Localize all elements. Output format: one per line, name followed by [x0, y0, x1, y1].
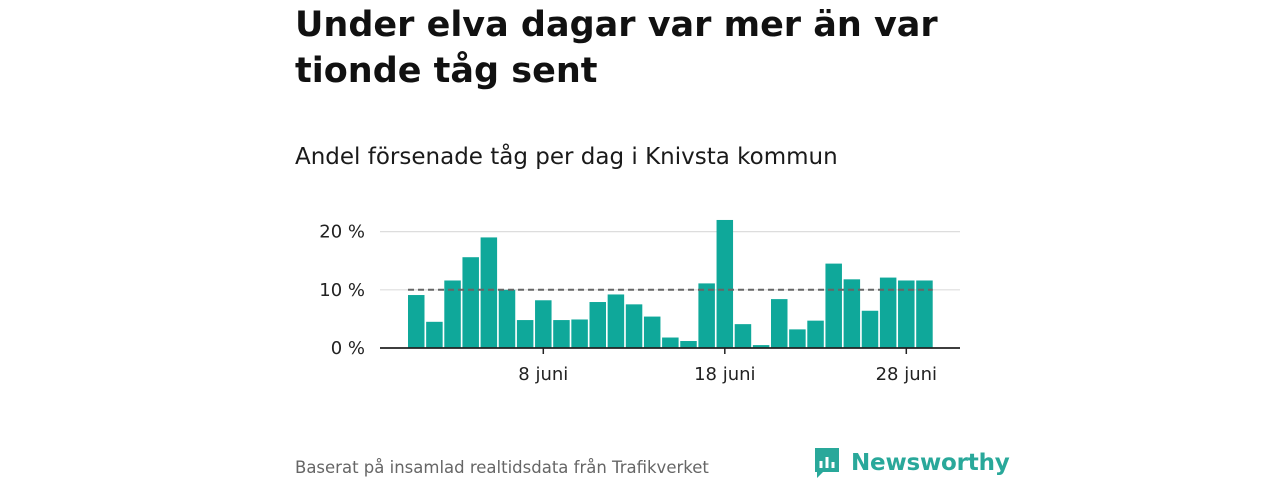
chart-title: Under elva dagar var mer än var tionde t…: [295, 5, 938, 91]
bar: [571, 319, 588, 348]
bar: [662, 337, 679, 348]
bar: [843, 279, 861, 348]
bar: [553, 320, 570, 348]
y-tick-label: 20 %: [319, 222, 365, 243]
bar: [535, 300, 552, 348]
bar: [916, 280, 933, 348]
bar: [444, 280, 461, 348]
source-note: Baserat på insamlad realtidsdata från Tr…: [295, 458, 709, 477]
bar: [752, 345, 770, 348]
bar: [680, 341, 697, 348]
newsworthy-logo-icon: [815, 448, 839, 478]
bar: [625, 304, 643, 348]
bar: [607, 294, 625, 348]
axes: 0 % 10 % 20 % 8 juni 18 juni 28 juni: [319, 222, 960, 385]
bar: [462, 257, 479, 348]
bar: [426, 321, 443, 348]
x-tick-label: 18 juni: [694, 364, 755, 385]
bar: [480, 237, 498, 348]
bar: [789, 329, 806, 348]
bar: [807, 320, 824, 348]
bar: [698, 283, 715, 348]
brand-name: Newsworthy: [851, 450, 1010, 476]
y-tick-label: 0 %: [331, 338, 365, 359]
y-tick-label: 10 %: [319, 280, 365, 301]
bar: [861, 310, 879, 348]
bar: [643, 316, 661, 348]
x-tick-label: 28 juni: [876, 364, 937, 385]
bar: [879, 277, 897, 348]
chart-subtitle: Andel försenade tåg per dag i Knivsta ko…: [295, 144, 838, 170]
bars: [408, 219, 933, 348]
bar: [734, 324, 752, 348]
bar: [825, 263, 842, 348]
bar: [771, 299, 788, 348]
bar: [408, 295, 425, 348]
bar: [589, 302, 606, 348]
bar: [898, 280, 915, 348]
bar: [716, 219, 734, 348]
bar: [498, 289, 516, 348]
bar: [516, 320, 534, 348]
x-tick-label: 8 juni: [518, 364, 568, 385]
newsworthy-logo[interactable]: Newsworthy: [813, 446, 1010, 480]
